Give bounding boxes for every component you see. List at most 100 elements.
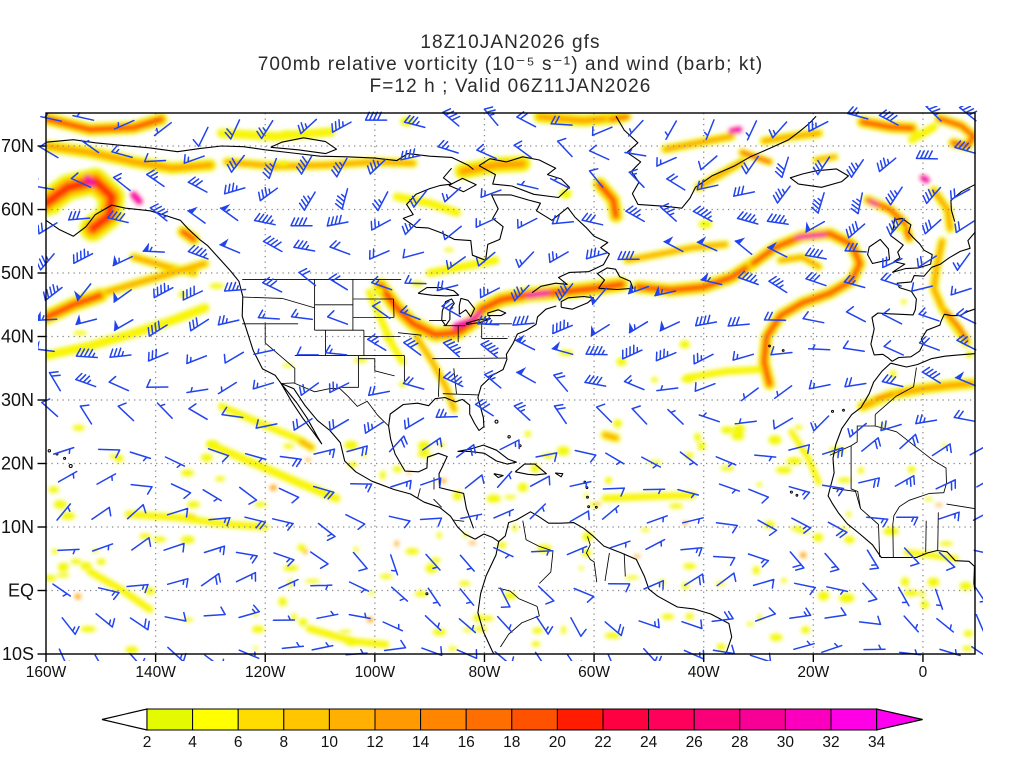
vorticity-band — [46, 117, 163, 132]
lat-tick-label: 40N — [1, 327, 34, 347]
colorbar-tick-label: 34 — [868, 734, 886, 751]
speckle — [46, 575, 57, 582]
speckle — [942, 443, 947, 447]
speckle — [405, 548, 420, 555]
speckle — [291, 613, 298, 621]
speckle — [532, 627, 543, 634]
speckle-orange — [74, 593, 82, 600]
colorbar-tick-label: 10 — [321, 734, 339, 751]
map-frame — [45, 112, 976, 655]
speckle — [731, 431, 745, 441]
speckle — [920, 600, 929, 610]
speckle — [96, 558, 106, 565]
political-border — [829, 414, 876, 456]
island-outline — [842, 408, 845, 412]
speckle — [786, 457, 802, 465]
colorbar-tick-label: 28 — [731, 734, 748, 751]
colorbar-segment — [648, 708, 695, 731]
speckle — [556, 446, 570, 456]
lat-tick-label: EQ — [8, 581, 34, 601]
lat-tick-label: 70N — [1, 136, 34, 156]
vorticity-band — [597, 182, 618, 218]
coastline — [890, 217, 933, 273]
island-outline — [586, 495, 589, 499]
speckle — [720, 465, 734, 471]
speckle — [604, 632, 621, 639]
colorbar-segment — [511, 708, 558, 731]
political-border — [437, 368, 440, 397]
speckle — [73, 330, 88, 336]
speckle — [504, 495, 517, 499]
speckle — [383, 333, 392, 342]
vorticity-band — [87, 569, 153, 612]
speckle — [480, 615, 495, 622]
political-border — [397, 332, 422, 336]
colorbar-tick-label: 2 — [143, 734, 152, 751]
lat-tick-label: 10S — [2, 644, 34, 664]
colorbar-tick-label: 14 — [412, 734, 430, 751]
vorticity-speckles — [46, 116, 974, 654]
speckle — [448, 646, 458, 651]
colorbar-segment — [465, 708, 513, 731]
colorbar-segment — [146, 708, 194, 731]
colorbar-segment — [830, 708, 878, 731]
chart-title-block: 18Z10JAN2026 gfs 700mb relative vorticit… — [0, 32, 1021, 98]
speckle — [181, 469, 194, 477]
colorbar-tick-label: 8 — [279, 734, 288, 751]
lon-tick-label: 160W — [26, 664, 67, 681]
island-outline — [587, 505, 590, 509]
lat-tick-label: 50N — [1, 263, 34, 283]
political-border — [892, 431, 947, 525]
political-border — [946, 503, 975, 510]
speckle-orange — [440, 478, 447, 483]
speckle — [51, 548, 59, 555]
island-outline — [63, 456, 67, 460]
lon-tick-label: 100W — [355, 664, 396, 681]
vorticity-band — [104, 261, 207, 294]
coastline — [448, 177, 477, 193]
speckle — [57, 562, 69, 572]
lon-axis: 160W 140W 120W 100W 80W 60W 40W 20W 0 — [26, 654, 928, 681]
speckle — [52, 206, 60, 214]
political-border — [453, 519, 465, 522]
island-outline — [781, 349, 785, 352]
coastline — [827, 362, 975, 596]
speckle — [353, 546, 359, 553]
colorbar-tick-label: 18 — [503, 734, 520, 751]
speckle — [207, 441, 219, 447]
political-border — [522, 520, 554, 584]
coastline — [457, 444, 517, 465]
speckle — [70, 558, 82, 565]
speckle — [251, 625, 265, 633]
vorticity-band — [126, 512, 268, 529]
speckle — [924, 497, 933, 501]
coastline — [615, 115, 817, 209]
coastline — [402, 167, 610, 294]
island-outline — [795, 493, 799, 497]
political-border — [264, 323, 296, 383]
chart-title-valid: F=12 h ; Valid 06Z11JAN2026 — [369, 76, 652, 97]
coastline — [478, 156, 570, 199]
vorticity-band — [789, 430, 821, 485]
speckle — [60, 512, 76, 520]
speckle — [298, 618, 308, 627]
speckle — [900, 299, 907, 305]
vorticity-band — [609, 115, 629, 121]
colorbar-tick-label: 4 — [188, 734, 197, 751]
speckle — [144, 587, 156, 596]
speckle — [474, 626, 488, 632]
colorbar-left-arrow — [101, 708, 148, 731]
speckle-orange — [799, 552, 807, 558]
speckle-orange — [935, 503, 943, 507]
colorbar-tick-label: 26 — [686, 734, 703, 751]
speckle — [752, 566, 760, 575]
vorticity-band — [861, 120, 914, 130]
colorbar-segment — [237, 708, 285, 731]
chart-title-init: 18Z10JAN2026 gfs — [420, 32, 601, 53]
speckle — [716, 643, 726, 651]
coastline — [270, 137, 338, 155]
speckle-orange — [633, 555, 641, 558]
political-border — [623, 553, 626, 577]
colorbar-tick-label: 32 — [822, 734, 839, 751]
colorbar-segment — [602, 708, 650, 731]
